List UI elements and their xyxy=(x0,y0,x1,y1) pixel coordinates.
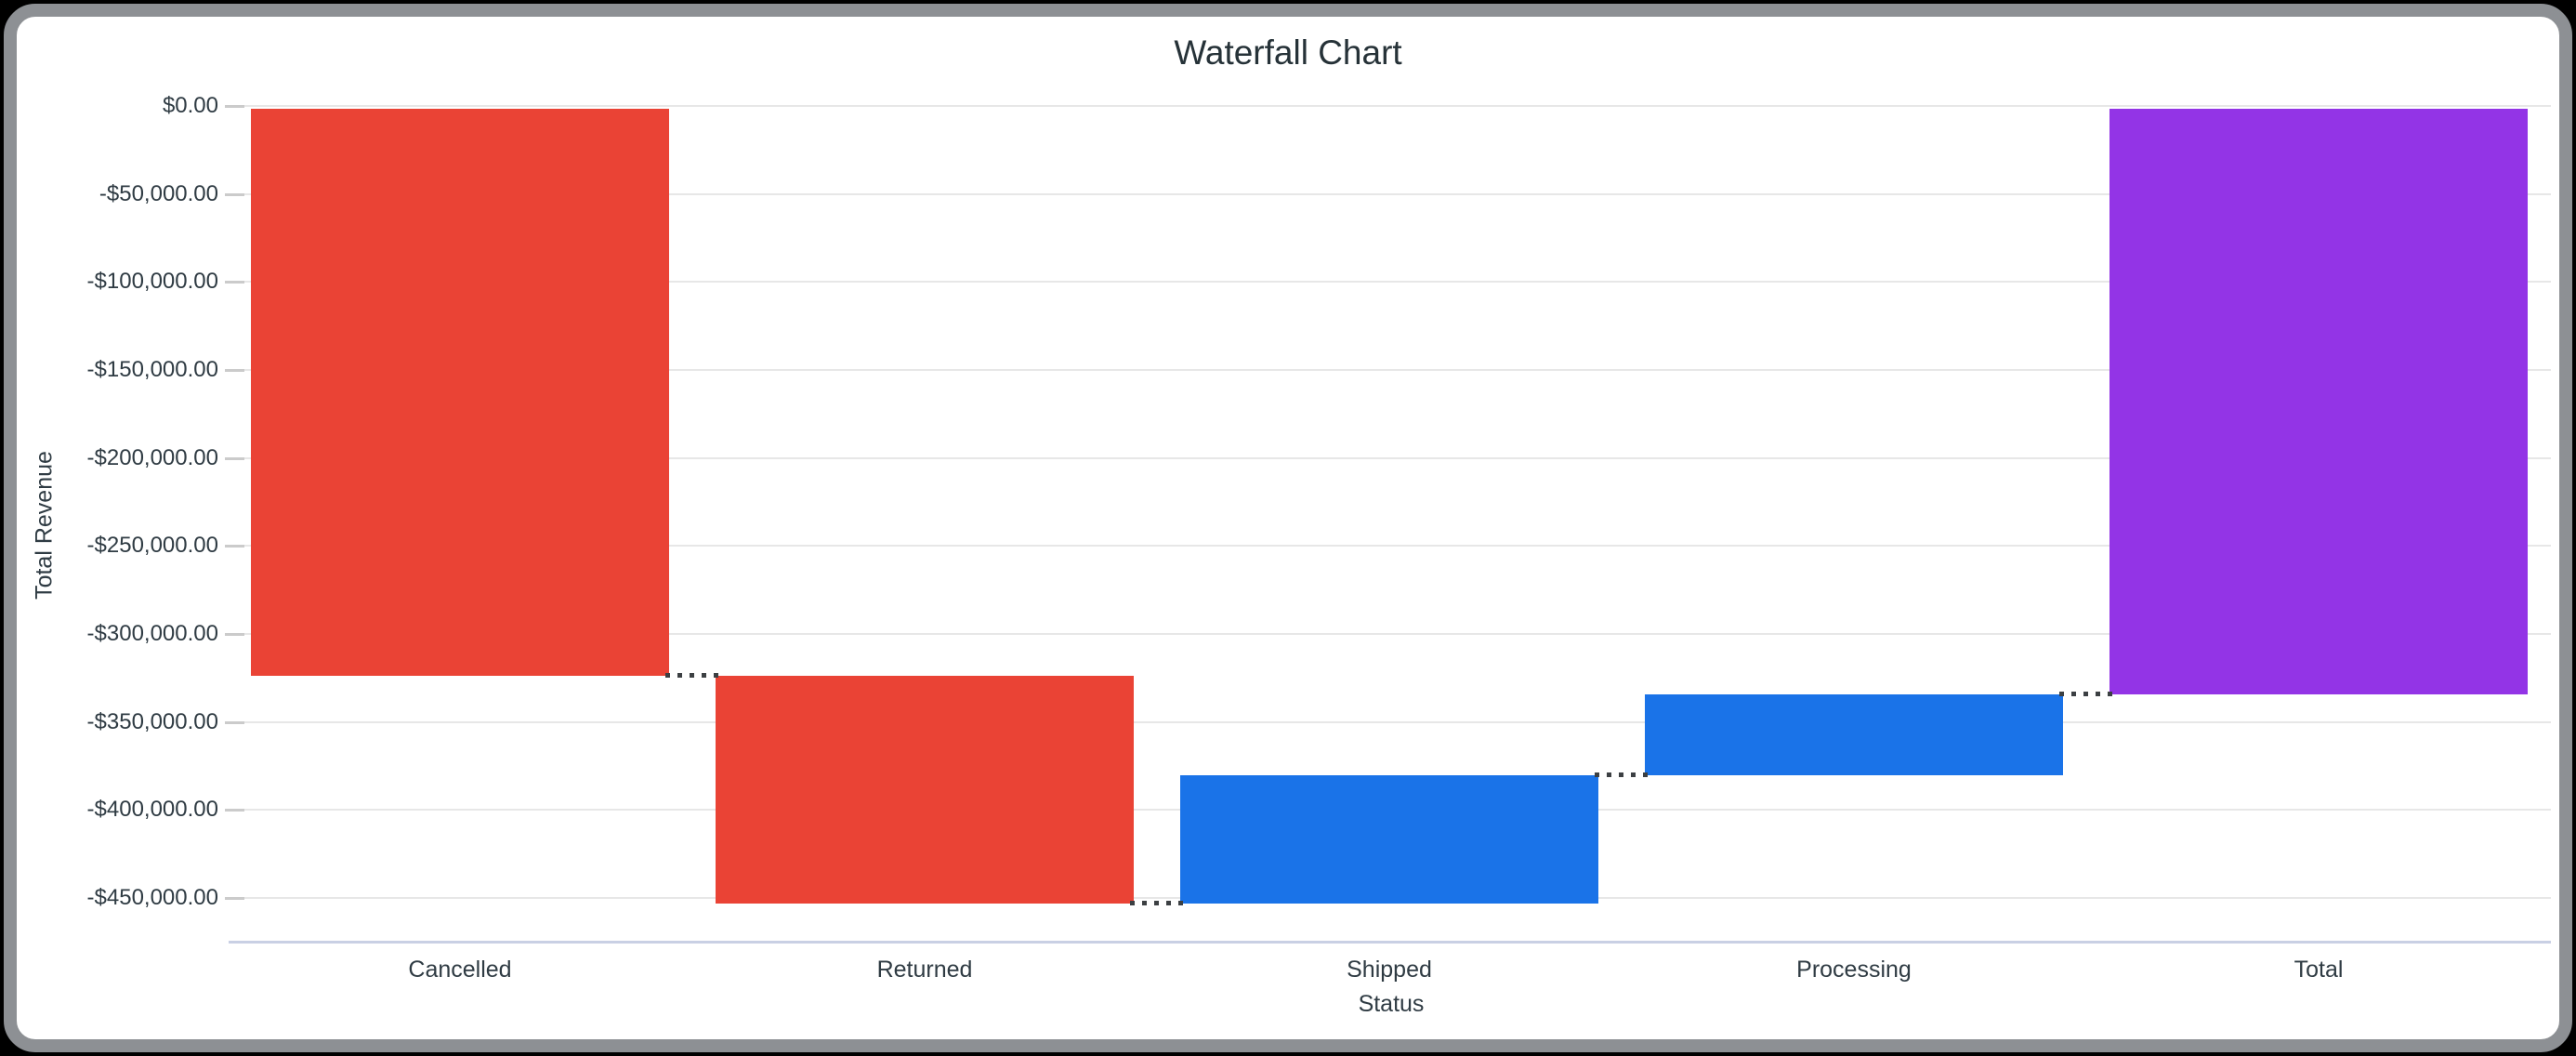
connector-dotted-line xyxy=(1130,901,1184,906)
x-axis-baseline xyxy=(229,941,2551,944)
x-label-processing: Processing xyxy=(1796,957,1912,983)
bar-shipped[interactable] xyxy=(1180,775,1598,904)
gridline--200000 xyxy=(229,456,2551,459)
y-tickmark xyxy=(225,545,244,548)
connector-dotted-line xyxy=(665,673,719,679)
y-tick-label: -$150,000.00 xyxy=(86,357,218,382)
y-tickmark xyxy=(225,281,244,284)
y-tickmark xyxy=(225,809,244,812)
y-tickmark xyxy=(225,720,244,724)
y-tick-label: -$350,000.00 xyxy=(86,708,218,734)
x-label-total: Total xyxy=(2293,957,2344,983)
y-tickmark xyxy=(225,897,244,900)
y-axis-title: Total Revenue xyxy=(31,451,58,600)
y-tick-label: -$100,000.00 xyxy=(86,269,218,295)
x-axis-title: Status xyxy=(1358,991,1425,1017)
y-tickmark xyxy=(225,192,244,196)
bar-cancelled[interactable] xyxy=(251,109,669,677)
x-label-cancelled: Cancelled xyxy=(408,957,512,983)
gridline-0 xyxy=(229,105,2551,107)
y-tick-label: -$250,000.00 xyxy=(86,533,218,559)
y-tick-label: -$300,000.00 xyxy=(86,621,218,646)
x-label-returned: Returned xyxy=(876,957,973,983)
y-tick-label: $0.00 xyxy=(162,93,218,118)
gridline--350000 xyxy=(229,720,2551,723)
y-tick-label: -$400,000.00 xyxy=(86,797,218,823)
y-tick-label: -$200,000.00 xyxy=(86,444,218,470)
y-tickmark xyxy=(225,633,244,636)
connector-dotted-line xyxy=(1595,772,1649,778)
gridline--150000 xyxy=(229,369,2551,371)
y-tickmark xyxy=(225,105,244,108)
gridline--50000 xyxy=(229,192,2551,195)
y-tick-label: -$50,000.00 xyxy=(99,180,218,206)
gridline--100000 xyxy=(229,281,2551,284)
bar-returned[interactable] xyxy=(716,676,1134,904)
bar-processing[interactable] xyxy=(1645,693,2063,776)
y-tick-label: -$450,000.00 xyxy=(86,885,218,910)
connector-dotted-line xyxy=(2059,691,2113,696)
chart-title: Waterfall Chart xyxy=(1174,33,1402,72)
y-tickmark xyxy=(225,369,244,372)
x-label-shipped: Shipped xyxy=(1347,957,1432,983)
gridline--300000 xyxy=(229,633,2551,635)
bar-total[interactable] xyxy=(2109,109,2528,694)
y-tickmark xyxy=(225,456,244,460)
gridline--250000 xyxy=(229,545,2551,548)
